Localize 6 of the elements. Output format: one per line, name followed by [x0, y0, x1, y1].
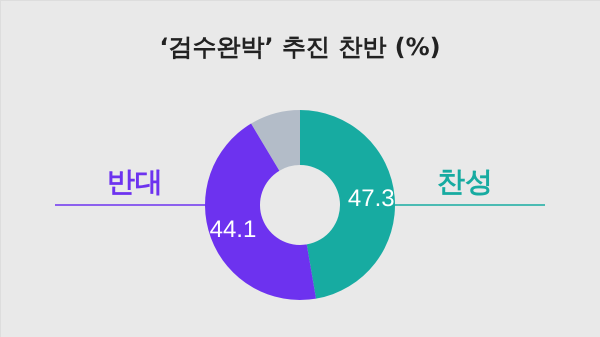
data-label: 47.3 — [348, 184, 395, 212]
data-label: 44.1 — [210, 216, 256, 243]
slice-label: 반대 — [107, 165, 163, 198]
chart-title: ‘검수완박’ 추진 찬반 (%) — [159, 33, 441, 61]
slice-label: 찬성 — [437, 165, 493, 198]
donut-slice — [251, 110, 300, 171]
